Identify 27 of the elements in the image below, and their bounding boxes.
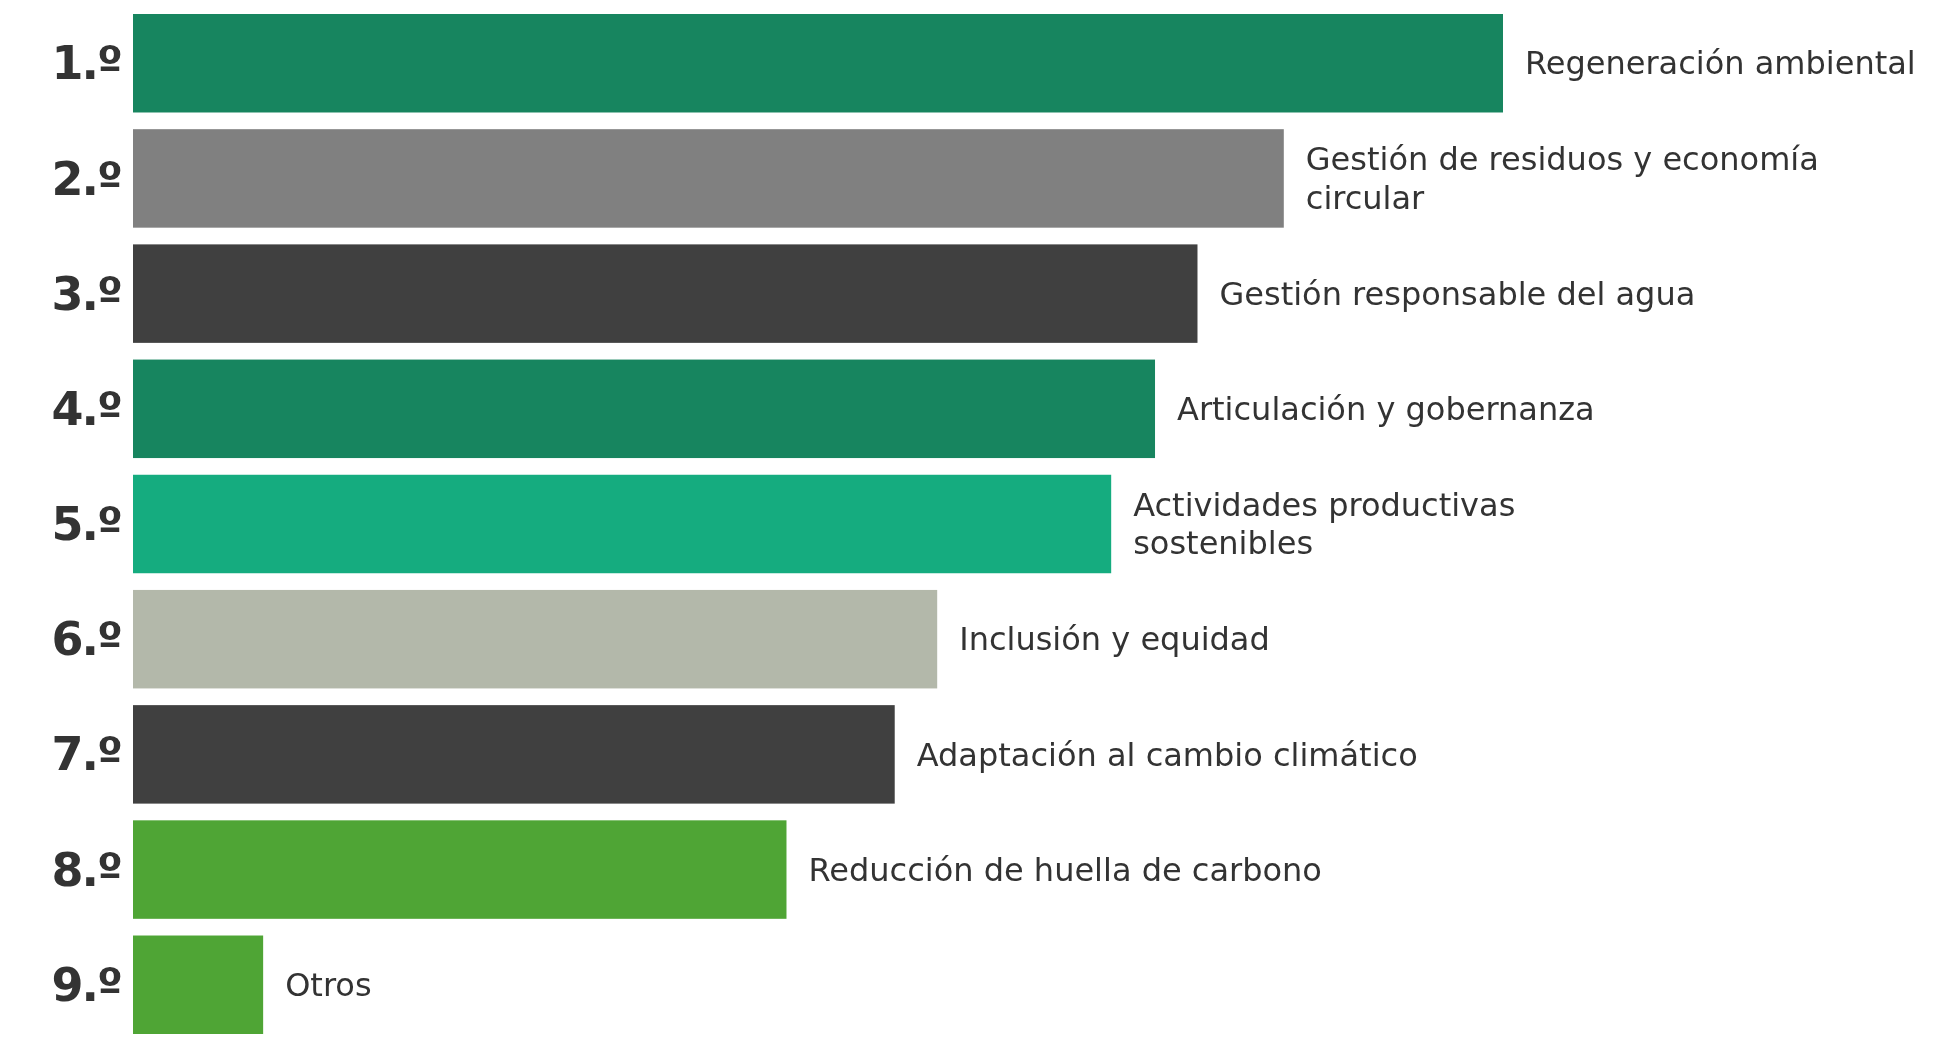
annotation: Actividades productivas sostenibles [1133,486,1516,563]
bar [133,244,1198,343]
annotation: Regeneración ambiental [1525,44,1916,83]
y-tick-label: 8.º [51,842,122,897]
annotation: Gestión responsable del agua [1219,274,1696,313]
y-tick-label: 9.º [51,957,122,1012]
bar [133,589,938,689]
bar [133,359,1156,459]
y-tick-label: 1.º [51,36,122,91]
bar [133,820,787,919]
y-tick-label: 6.º [51,612,122,667]
annotation: Adaptación al cambio climático [916,735,1418,774]
bar [133,129,1284,228]
y-tick-label: 7.º [51,727,122,782]
annotation: Inclusión y equidad [959,620,1270,659]
y-tick-label: 3.º [51,266,122,321]
y-tick-label: 5.º [51,497,122,552]
annotation: Reducción de huella de carbono [808,850,1322,889]
bar [133,14,1503,113]
bar [133,935,264,1034]
bar [133,705,895,804]
y-tick-label: 2.º [51,151,122,206]
bar [133,474,1112,574]
y-tick-label: 4.º [51,381,122,436]
annotation: Otros [285,965,372,1004]
annotation: Articulación y gobernanza [1177,390,1595,429]
annotation: Gestión de residuos y economía circular [1305,140,1819,217]
